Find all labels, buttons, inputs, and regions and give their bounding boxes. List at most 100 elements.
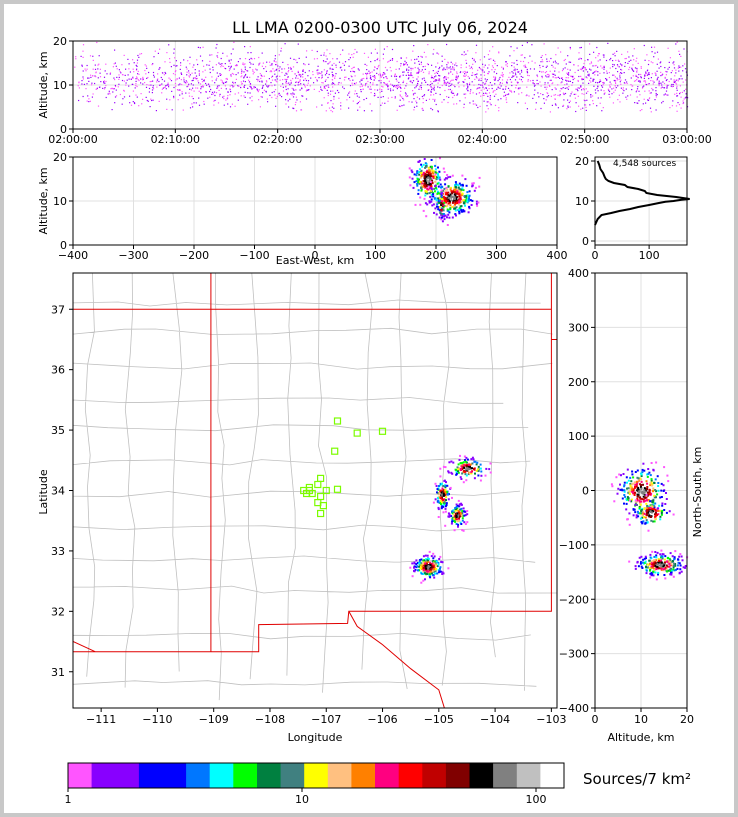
lightning-source-point [616, 77, 618, 79]
lightning-source-point [111, 109, 113, 111]
lightning-source-point [445, 82, 447, 84]
lightning-source-point [328, 62, 330, 64]
lightning-source-point [546, 86, 548, 88]
source-density-cell [445, 502, 448, 505]
density-point [637, 488, 640, 491]
lightning-source-point [429, 84, 431, 86]
lightning-source-point [298, 73, 300, 75]
source-density-cell [462, 471, 465, 474]
lightning-source-point [547, 95, 550, 97]
lightning-source-point [424, 65, 426, 67]
lightning-source-point [88, 98, 90, 100]
lightning-source-point [655, 74, 657, 76]
density-point [462, 210, 465, 213]
source-density-cell [432, 557, 435, 560]
lightning-source-point [590, 61, 592, 63]
density-point [426, 176, 429, 179]
lightning-source-point [332, 68, 334, 70]
density-point [422, 180, 425, 182]
lightning-source-point [576, 88, 578, 90]
lightning-source-point [103, 81, 105, 83]
lightning-source-point [228, 60, 230, 62]
lightning-source-point [421, 108, 423, 110]
lightning-source-point [266, 98, 268, 100]
density-point [672, 568, 675, 571]
lightning-source-point [595, 57, 597, 59]
lightning-source-point [549, 70, 551, 72]
lightning-source-point [342, 49, 344, 51]
lightning-source-point [419, 86, 421, 88]
lightning-source-point [333, 98, 335, 100]
lightning-source-point [216, 43, 218, 46]
lightning-source-point [86, 68, 88, 70]
density-point [661, 555, 663, 558]
lightning-source-point [590, 94, 592, 96]
lightning-source-point [614, 81, 617, 83]
lightning-source-point [450, 68, 452, 70]
lightning-source-point [646, 84, 648, 86]
lightning-source-point [100, 81, 102, 83]
lightning-source-point [445, 78, 447, 80]
lightning-source-point [140, 53, 143, 55]
lightning-source-point [645, 83, 647, 85]
lightning-source-point [478, 87, 480, 89]
lightning-source-point [453, 94, 455, 96]
density-point [431, 181, 434, 184]
lightning-source-point [464, 75, 466, 77]
lightning-source-point [345, 76, 347, 78]
lightning-source-point [136, 85, 138, 88]
density-point [657, 573, 659, 576]
density-point [630, 488, 633, 491]
northsouth-tick-label: −300 [559, 648, 589, 661]
lightning-source-point [510, 81, 513, 83]
source-density-cell [455, 471, 458, 474]
density-point [428, 178, 431, 181]
lightning-source-point [237, 99, 239, 101]
lightning-source-point [477, 106, 479, 109]
lightning-source-point [618, 66, 620, 68]
density-point [471, 182, 474, 185]
lightning-source-point [407, 74, 410, 76]
lightning-source-point [583, 66, 585, 69]
density-point [416, 170, 419, 173]
lightning-source-point [625, 88, 627, 90]
lightning-source-point [175, 60, 177, 62]
lightning-source-point [316, 58, 318, 60]
source-density-cell [456, 519, 459, 522]
lightning-source-point [337, 83, 339, 85]
lightning-source-point [181, 91, 183, 93]
density-point [440, 208, 443, 211]
lightning-source-point [645, 72, 647, 74]
latitude-tick-label: 33 [51, 545, 65, 558]
source-density-cell [444, 484, 447, 487]
density-point [464, 178, 467, 181]
source-density-cell [419, 564, 422, 567]
density-point [634, 567, 637, 570]
density-point [426, 203, 429, 206]
lightning-source-point [176, 78, 178, 80]
lightning-source-point [512, 75, 514, 77]
source-density-cell [441, 571, 444, 574]
density-point [438, 170, 441, 173]
density-point [636, 476, 639, 479]
lightning-source-point [621, 72, 623, 74]
density-point [440, 207, 443, 210]
lightning-source-point [211, 91, 214, 93]
density-point [429, 195, 432, 198]
density-point [437, 166, 439, 169]
lightning-source-point [603, 54, 605, 56]
density-point [429, 191, 432, 194]
density-point [633, 481, 636, 484]
lightning-source-point [301, 87, 303, 89]
lightning-source-point [456, 65, 458, 67]
lightning-source-point [589, 104, 591, 106]
lightning-source-point [114, 79, 116, 81]
lightning-source-point [637, 62, 639, 64]
lightning-source-point [675, 82, 677, 84]
lightning-source-point [109, 93, 111, 95]
lightning-source-point [635, 91, 637, 93]
lightning-source-point [663, 94, 665, 96]
density-point [626, 518, 629, 521]
lightning-source-point [200, 92, 202, 94]
lightning-source-point [293, 89, 295, 91]
